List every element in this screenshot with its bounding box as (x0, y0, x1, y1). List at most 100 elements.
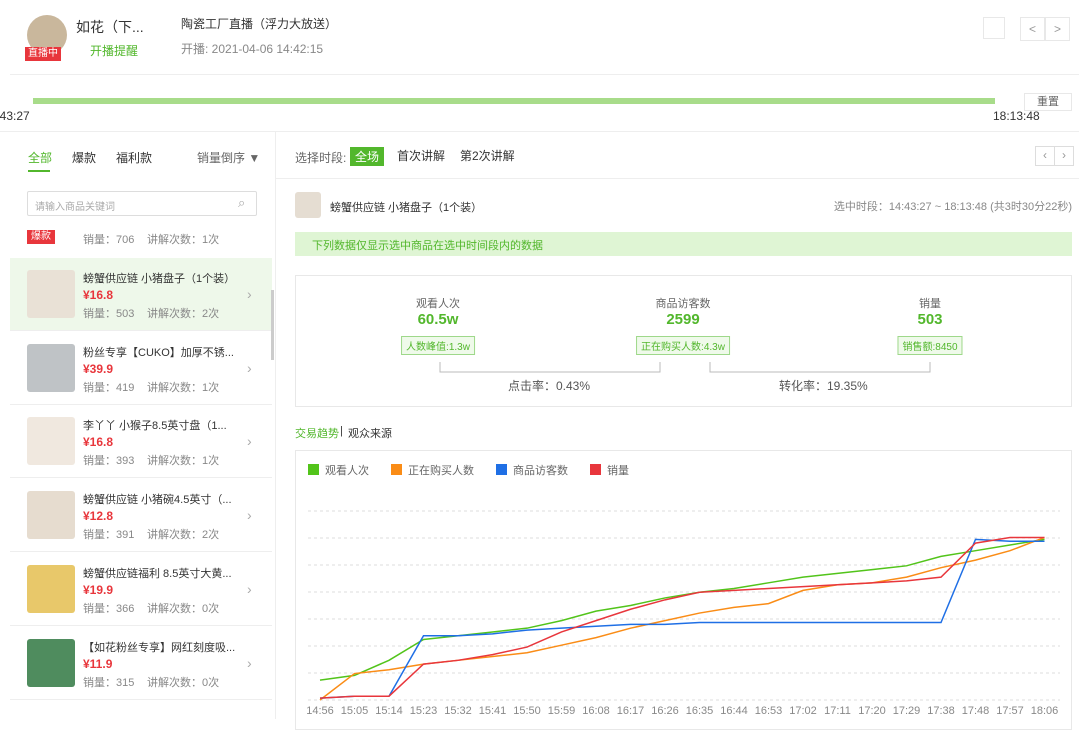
period-tab[interactable]: 第2次讲解 (460, 149, 515, 163)
filter-tab[interactable]: 全部 (28, 151, 53, 165)
divider (0, 131, 1079, 132)
product-name: 粉丝专享【CUKO】加厚不锈... (83, 346, 234, 359)
item-explains: 讲解次数：1次 (147, 234, 220, 246)
selected-range: 选中时段：14:43:27 ~ 18:13:48 (共3时30分22秒) (833, 201, 1072, 213)
product-item[interactable] (10, 479, 272, 553)
timeline-bar (33, 98, 995, 104)
x-tick-label: 15:41 (479, 705, 507, 717)
x-tick-label: 15:05 (341, 705, 369, 717)
reset-button[interactable]: 重置 (1024, 93, 1072, 111)
next-button[interactable]: > (1045, 17, 1070, 41)
product-item[interactable] (10, 332, 272, 405)
scrollbar (271, 290, 274, 360)
filter-tab[interactable]: 福利款 (116, 151, 153, 165)
product-thumb (27, 417, 75, 466)
tab-separator: | (340, 425, 343, 437)
x-tick-label: 15:23 (410, 705, 438, 717)
product-price: ¥19.9 (83, 582, 114, 597)
reminder[interactable]: 开播提醒 (90, 44, 139, 58)
conversion-rate: 转化率：19.35% (779, 379, 868, 393)
item-sales: 销量：706 (83, 234, 135, 246)
search-icon: ⌕ (238, 195, 246, 210)
divider (275, 132, 276, 719)
product-price: ¥12.8 (83, 509, 114, 524)
product-name: 李丫丫 小猴子8.5英寸盘（1... (83, 420, 227, 433)
streamer-name: 如花（下... (76, 19, 144, 35)
divider (10, 74, 1079, 75)
search-placeholder: 请输入商品关键词 (35, 202, 115, 213)
product-item[interactable] (10, 627, 272, 700)
notice-bar (295, 232, 1072, 256)
notice: 下列数据仅显示选中商品在选中时间段内的数据 (312, 240, 543, 252)
tab-underline (28, 170, 50, 172)
x-tick-label: 14:56 (306, 705, 334, 717)
x-tick-label: 17:38 (927, 705, 955, 717)
product-name: 螃蟹供应链 小猪碗4.5英寸（... (83, 494, 232, 507)
stat-sub: 正在购买人数:4.3w (636, 336, 730, 355)
stat-label: 商品访客数 (655, 298, 711, 310)
stat-value: 60.5w (417, 311, 459, 328)
legend-label: 销量 (607, 463, 629, 477)
stat-label: 观看人次 (416, 298, 460, 310)
prev-button[interactable]: < (1020, 17, 1045, 41)
divider (276, 178, 1079, 179)
chevron: › (247, 580, 252, 597)
search-box[interactable] (27, 191, 257, 216)
period-tab[interactable]: 全场 (350, 147, 385, 166)
stat-value: 503 (917, 311, 943, 328)
period-next[interactable]: › (1054, 146, 1074, 166)
product-thumb (27, 343, 75, 392)
click-rate: 点击率：0.43% (508, 379, 591, 393)
series-line (319, 536, 1045, 699)
product-item[interactable] (10, 258, 272, 331)
product-name: 螃蟹供应链 小猪盘子（1个装） (330, 202, 483, 214)
live-badge: 直播中 (25, 47, 61, 61)
audience-tab[interactable]: 观众来源 (348, 428, 392, 440)
product-sales: 销量：315 (83, 676, 135, 689)
series-line (319, 538, 1045, 699)
x-tick-label: 15:59 (548, 705, 576, 717)
product-name: 螃蟹供应链 小猪盘子（1个装） (83, 273, 236, 285)
legend-swatch (308, 464, 319, 475)
period-tab[interactable]: 首次讲解 (397, 149, 446, 163)
product-explains: 讲解次数：1次 (147, 455, 220, 468)
period-label: 选择时段: (295, 151, 347, 165)
x-tick-label: 17:48 (962, 705, 990, 717)
product-price: ¥11.9 (83, 656, 113, 671)
filter-tab[interactable]: 爆款 (72, 151, 97, 165)
chevron: › (247, 359, 252, 376)
stats-box (295, 275, 1072, 407)
product-sales: 销量：391 (83, 529, 135, 542)
product-thumb (295, 192, 321, 218)
product-thumb (27, 638, 75, 687)
stat-value: 2599 (666, 311, 700, 328)
stat-sub: 销售额:8450 (897, 336, 963, 355)
product-explains: 讲解次数：2次 (147, 529, 220, 542)
chevron: › (247, 433, 252, 450)
room-title: 陶瓷工厂直播（浮力大放送） (181, 17, 338, 31)
product-explains: 讲解次数：0次 (147, 602, 220, 615)
product-explains: 讲解次数：1次 (147, 381, 220, 394)
legend-label: 正在购买人数 (408, 463, 474, 477)
product-sales: 销量：503 (83, 308, 135, 320)
x-tick-label: 16:26 (651, 705, 679, 717)
timeline-start: 14:43:27 (0, 109, 30, 123)
sort-select[interactable]: 销量倒序 ▼ (197, 151, 261, 165)
hot-tag: 爆款 (27, 230, 55, 244)
product-item[interactable] (10, 405, 272, 479)
product-price: ¥16.8 (83, 288, 114, 302)
x-tick-label: 16:44 (720, 705, 748, 717)
x-tick-label: 15:32 (444, 705, 472, 717)
x-tick-label: 16:53 (755, 705, 783, 717)
trend-tab[interactable]: 交易趋势 (295, 428, 339, 440)
period-prev[interactable]: ‹ (1035, 146, 1055, 166)
calendar-button[interactable] (983, 17, 1005, 39)
product-name: 螃蟹供应链福利 8.5英寸大黄... (83, 567, 232, 580)
product-thumb (27, 270, 75, 318)
product-item[interactable] (10, 553, 272, 626)
x-tick-label: 16:17 (617, 705, 645, 717)
trend-chart: 观看人次 正在购买人数 商品访客数 销量 14:56 15:05 15:14 15:23 15:… (306, 463, 1060, 717)
connector (439, 362, 931, 373)
product-sales: 销量：366 (83, 602, 135, 615)
